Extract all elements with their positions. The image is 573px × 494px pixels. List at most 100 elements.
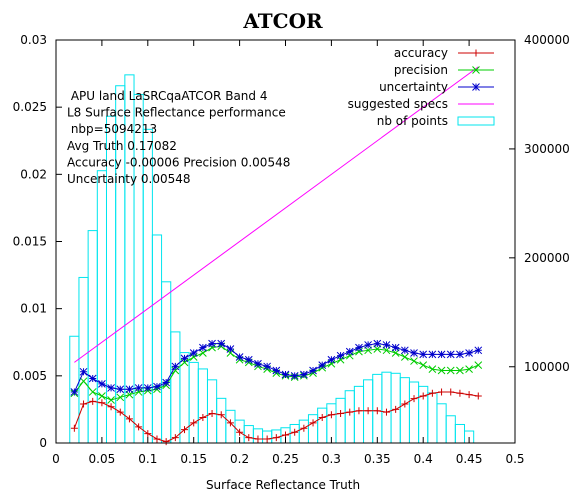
precision-point bbox=[456, 366, 464, 375]
x-tick-label: 0.05 bbox=[89, 452, 116, 466]
x-tick-label: 0.4 bbox=[414, 452, 433, 466]
uncertainty-point bbox=[116, 385, 125, 394]
uncertainty-point bbox=[199, 343, 207, 352]
legend-label-accuracy: accuracy bbox=[394, 46, 448, 60]
uncertainty-point bbox=[437, 350, 446, 359]
accuracy-point bbox=[355, 407, 363, 415]
uncertainty-point bbox=[373, 339, 382, 348]
accuracy-point bbox=[125, 415, 133, 423]
series-lines bbox=[70, 66, 483, 446]
legend-label-nb-of-points: nb of points bbox=[377, 114, 448, 128]
histogram-bar bbox=[161, 281, 172, 444]
accuracy-point bbox=[89, 397, 97, 405]
accuracy-point bbox=[236, 428, 244, 436]
y-tick-label: 0.02 bbox=[20, 167, 47, 181]
precision-point bbox=[107, 396, 115, 404]
accuracy-point bbox=[428, 389, 436, 397]
accuracy-point bbox=[327, 411, 335, 419]
annotation-line: APU land LaSRCqaATCOR Band 4 bbox=[67, 89, 267, 103]
x-tick-label: 0.5 bbox=[505, 452, 524, 466]
accuracy-point bbox=[401, 400, 409, 408]
accuracy-point bbox=[438, 388, 446, 396]
uncertainty-point bbox=[217, 339, 226, 348]
accuracy-point bbox=[447, 388, 455, 396]
uncertainty-point bbox=[226, 345, 235, 353]
uncertainty-point bbox=[327, 355, 336, 364]
histogram-bar bbox=[307, 414, 319, 444]
annotation-line: Avg Truth 0.17082 bbox=[67, 139, 177, 153]
uncertainty-point bbox=[355, 343, 363, 352]
uncertainty-point bbox=[244, 355, 253, 364]
accuracy-point bbox=[217, 411, 225, 419]
accuracy-point bbox=[144, 430, 152, 438]
y-tick-label: 0.025 bbox=[13, 100, 47, 114]
accuracy-point bbox=[364, 407, 372, 415]
uncertainty-point bbox=[364, 341, 372, 349]
accuracy-point bbox=[419, 392, 427, 400]
legend-swatch-nb-of-points bbox=[457, 116, 495, 126]
uncertainty-point bbox=[70, 388, 79, 396]
uncertainty-point bbox=[336, 351, 345, 360]
histogram-bar bbox=[87, 230, 98, 444]
precision-point bbox=[419, 361, 428, 369]
accuracy-point bbox=[373, 407, 381, 415]
accuracy-point bbox=[456, 389, 464, 397]
histogram-bar bbox=[399, 377, 410, 444]
histogram-bar bbox=[427, 392, 438, 444]
chart-title: ATCOR bbox=[242, 9, 323, 33]
y2-tick-label: 100000 bbox=[524, 360, 570, 374]
precision-point bbox=[88, 388, 97, 396]
legend-label-suggested-specs: suggested specs bbox=[348, 97, 448, 111]
accuracy-point bbox=[410, 395, 418, 403]
uncertainty-point bbox=[125, 385, 134, 394]
uncertainty-point bbox=[428, 350, 437, 359]
histogram-bar bbox=[408, 381, 420, 444]
uncertainty-point bbox=[79, 367, 88, 376]
accuracy-point bbox=[465, 391, 473, 399]
precision-point bbox=[446, 366, 455, 375]
accuracy-point bbox=[135, 423, 143, 431]
suggested-specs-line bbox=[74, 66, 479, 363]
accuracy-point bbox=[272, 434, 280, 442]
annotation-line: L8 Surface Reflectance performance bbox=[67, 106, 286, 120]
histogram-bar bbox=[353, 385, 365, 444]
precision-point bbox=[428, 365, 437, 373]
accuracy-point bbox=[382, 408, 390, 416]
histogram-bar bbox=[188, 361, 199, 444]
accuracy-point bbox=[245, 434, 253, 442]
x-tick-label: 0.3 bbox=[322, 452, 341, 466]
histogram-bar bbox=[344, 390, 355, 444]
accuracy-point bbox=[153, 435, 161, 443]
legend-marker-uncertainty bbox=[472, 83, 480, 91]
x-tick-label: 0.25 bbox=[272, 452, 299, 466]
legend-marker-accuracy bbox=[472, 49, 480, 57]
histogram-bar bbox=[454, 423, 466, 444]
y-tick-label: 0.01 bbox=[20, 302, 47, 316]
y-tick-label: 0 bbox=[39, 436, 47, 450]
x-tick-label: 0.2 bbox=[230, 452, 249, 466]
histogram-bar bbox=[197, 368, 208, 444]
accuracy-point bbox=[190, 419, 198, 427]
accuracy-point bbox=[254, 435, 262, 443]
uncertainty-point bbox=[263, 362, 271, 371]
uncertainty-point bbox=[309, 366, 317, 375]
uncertainty-point bbox=[88, 374, 97, 383]
accuracy-point bbox=[318, 413, 326, 421]
uncertainty-point bbox=[153, 382, 161, 391]
uncertainty-point bbox=[474, 346, 483, 355]
accuracy-point bbox=[474, 392, 482, 400]
uncertainty-point bbox=[300, 370, 308, 379]
precision-point bbox=[474, 361, 483, 369]
precision-point bbox=[98, 392, 106, 400]
accuracy-point bbox=[346, 408, 354, 416]
annotation-line: Accuracy -0.00006 Precision 0.00548 bbox=[67, 155, 290, 169]
uncertainty-point bbox=[162, 378, 171, 387]
uncertainty-point bbox=[134, 384, 143, 392]
uncertainty-point bbox=[180, 354, 189, 363]
precision-point bbox=[116, 393, 125, 402]
accuracy-point bbox=[263, 435, 271, 443]
uncertainty-point bbox=[419, 350, 428, 359]
x-tick-label: 0.45 bbox=[456, 452, 483, 466]
y2-tick-label: 400000 bbox=[524, 33, 570, 47]
accuracy-point bbox=[98, 399, 106, 407]
